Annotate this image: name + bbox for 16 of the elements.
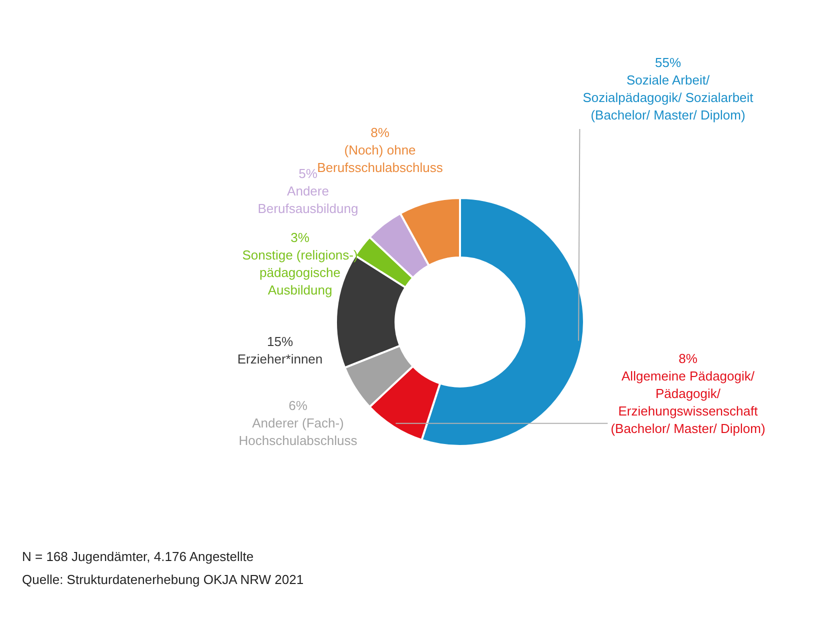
slice-label: Allgemeine Pädagogik/ Pädagogik/ Erziehungswissenschaft (Bachelor/ Master/ Diplom)	[610, 368, 766, 436]
text: N = 168 Jugendämter, 4.176 Angestellte	[22, 548, 255, 566]
data-label: 8%	[370, 125, 390, 140]
data-label: 8%	[678, 351, 698, 366]
source-note: Quelle: Strukturdatenerhebung OKJA NRW 2021	[22, 571, 304, 589]
data-label: 6%	[288, 398, 308, 414]
data-label: 3%	[290, 230, 310, 246]
slice-label: (Noch) ohne Berufsschulabschluss	[317, 142, 444, 176]
data-label: 15%	[266, 334, 294, 350]
data-label: 55%	[654, 55, 682, 70]
data-label: 5%	[298, 166, 318, 182]
slice-label: Erzieher*innen	[237, 352, 323, 367]
slice-label: Sonstige (religions-) pädagogische Ausbildung	[242, 248, 358, 298]
slice-label: Anderer (Fach-) Hochschulabschluss	[238, 416, 358, 448]
slice-label: Soziale Arbeit/ Sozialpädagogik/ Sozialarbeit (Bachelor/ Master/ Diplom)	[582, 72, 754, 123]
slice-label: Andere Berufsausbildung	[258, 184, 358, 216]
